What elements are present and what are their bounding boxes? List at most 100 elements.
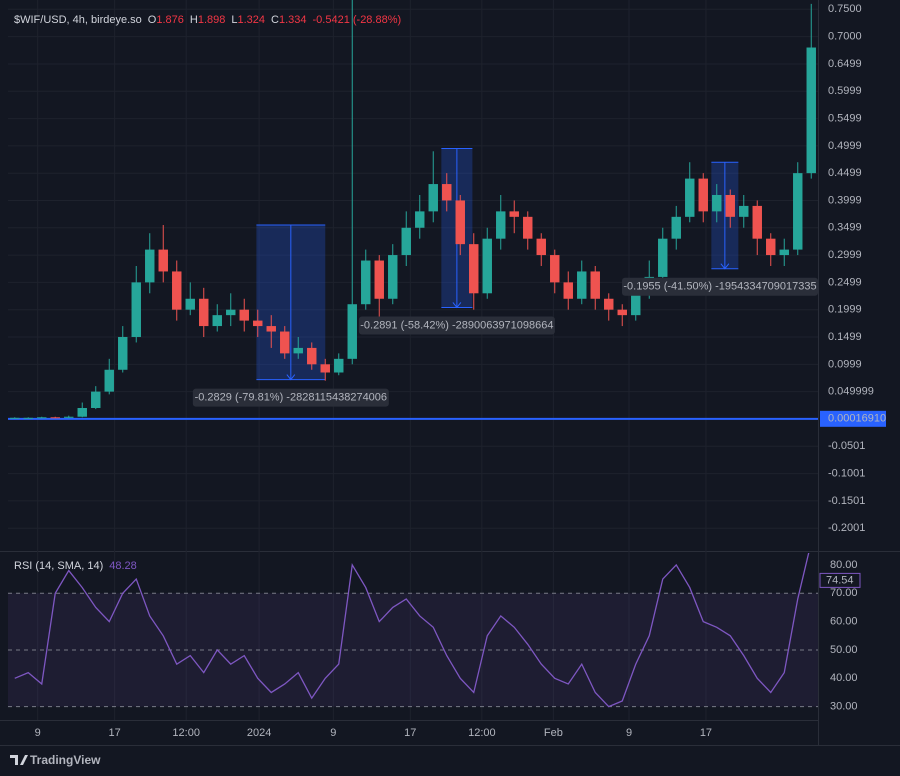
- candle-body: [266, 326, 276, 332]
- y-tick-label: 0.1499: [828, 331, 862, 343]
- measure-label: -0.2829 (-79.81%) -2828115438274006: [195, 391, 387, 403]
- candle-body: [280, 331, 290, 354]
- candle-body: [104, 369, 114, 392]
- y-tick-label: 0.3499: [828, 222, 862, 234]
- y-tick-label: 0.3999: [828, 194, 862, 206]
- rsi-legend: RSI (14, SMA, 14) 48.28: [14, 560, 137, 572]
- x-tick-label: 9: [35, 727, 41, 739]
- candle-body: [482, 238, 492, 294]
- candle-body: [671, 216, 681, 239]
- rsi-tick-label: 60.00: [830, 616, 858, 628]
- candle-body: [712, 194, 722, 212]
- candle-body: [536, 238, 546, 256]
- x-tick-label: 17: [109, 727, 121, 739]
- y-tick-label: -0.1001: [828, 467, 865, 479]
- y-tick-label: 0.2999: [828, 249, 862, 261]
- candle-body: [347, 304, 357, 359]
- measure-arrowhead: [286, 374, 296, 381]
- candle-body: [77, 407, 87, 417]
- candle-body: [793, 173, 803, 250]
- overlays: 0.7500 0.7000 0.6499 0.5999 0.5499 0.4999 0.44…: [35, 3, 886, 739]
- rsi-value: 48.28: [109, 560, 137, 572]
- candle-body: [37, 417, 47, 419]
- candle-body: [131, 282, 141, 337]
- candle-body: [158, 249, 168, 272]
- candle-body: [50, 417, 60, 419]
- candle-body: [374, 260, 384, 299]
- ohlc-label: O: [148, 14, 157, 26]
- candle-body: [307, 347, 317, 365]
- candle-body: [334, 358, 344, 373]
- rsi-tick-label: 50.00: [830, 644, 858, 656]
- y-tick-label: -0.1501: [828, 495, 865, 507]
- candle-body: [590, 271, 600, 299]
- candle-body: [185, 298, 195, 310]
- candle-body: [604, 298, 614, 310]
- candle-body: [658, 238, 668, 277]
- candle-body: [23, 417, 33, 419]
- ohlc-label: H: [190, 14, 198, 26]
- hline-label: 0.00016910: [828, 413, 886, 425]
- x-tick-label: 12:00: [468, 727, 496, 739]
- candle-body: [442, 184, 452, 201]
- candle-body: [64, 416, 74, 418]
- ohlc-value: 1.334: [279, 14, 307, 26]
- candle-body: [779, 249, 789, 256]
- rsi-tick-label: 40.00: [830, 672, 858, 684]
- y-tick-label: -0.2001: [828, 522, 865, 534]
- y-tick-label: 0.4999: [828, 140, 862, 152]
- measure-label-box: [192, 388, 389, 407]
- candle-body: [631, 293, 641, 316]
- chart-title: $WIF/USD, 4h, birdeye.so: [14, 14, 142, 26]
- candle-body: [766, 238, 776, 256]
- logo: [10, 755, 28, 765]
- candle-body: [118, 336, 128, 370]
- x-tick-label: 9: [626, 727, 632, 739]
- rsi-tick-label: 30.00: [830, 701, 858, 713]
- candle-body: [455, 200, 465, 245]
- price-pane: [8, 0, 818, 420]
- candle-body: [388, 255, 398, 299]
- rsi-last-label: 74.54: [826, 574, 854, 586]
- x-tick-label: 9: [330, 727, 336, 739]
- candle-body: [752, 205, 762, 239]
- x-tick-label: 17: [700, 727, 712, 739]
- candle-body: [523, 216, 533, 239]
- y-tick-label: 0.2499: [828, 276, 862, 288]
- y-tick-label: 0.049999: [828, 386, 874, 398]
- measure-arrowhead: [720, 263, 730, 270]
- measure-label-box: [622, 277, 818, 296]
- ohlc-value: 1.898: [198, 14, 226, 26]
- grid: [8, 0, 818, 720]
- ohlc-label: C: [271, 14, 279, 26]
- candle-body: [496, 211, 506, 239]
- ohlc-label: L: [231, 14, 237, 26]
- rsi-tick-label: 80.00: [830, 559, 858, 571]
- candle-body: [415, 211, 425, 228]
- x-tick-label: 2024: [247, 727, 271, 739]
- rsi-last-box: [819, 572, 861, 588]
- y-tick-label: 0.7500: [828, 3, 862, 15]
- y-tick-label: 0.7000: [828, 31, 862, 43]
- candle-body: [172, 271, 182, 310]
- candle-body: [617, 309, 627, 316]
- x-tick-label: 17: [404, 727, 416, 739]
- candle-body: [293, 347, 303, 354]
- candle-body: [239, 309, 249, 321]
- x-tick-label: Feb: [544, 727, 563, 739]
- rsi-title: RSI (14, SMA, 14): [14, 560, 103, 572]
- rsi-pane: 80.00 70.00 60.00 50.00 40.00 30.00 74.54: [8, 553, 861, 713]
- legend: $WIF/USD, 4h, birdeye.so O1.876 H1.898 L 1.3…: [14, 14, 401, 26]
- candle-body: [806, 47, 816, 174]
- ohlc-value: 1.876: [156, 14, 184, 26]
- candle-body: [739, 205, 749, 217]
- rsi-plot: [8, 553, 818, 708]
- y-tick-label: 0.5499: [828, 112, 862, 124]
- candle-body: [145, 249, 155, 283]
- candle-body: [320, 364, 330, 373]
- y-tick-label: -0.0501: [828, 440, 865, 452]
- x-tick-label: 12:00: [172, 727, 200, 739]
- candle-body: [469, 244, 479, 294]
